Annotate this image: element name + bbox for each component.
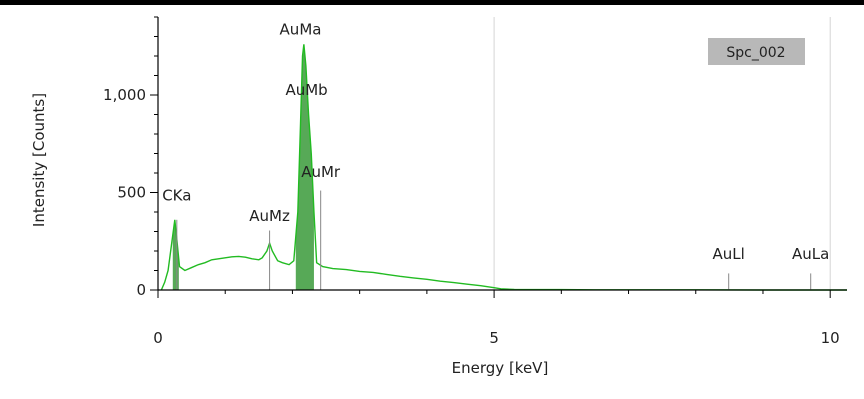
peak-markers [176, 190, 812, 290]
y-axis-title: Intensity [Counts] [30, 93, 48, 227]
y-tick-label-0: 0 [136, 281, 146, 299]
top-border [0, 0, 864, 5]
x-tick-label-0: 0 [153, 329, 163, 347]
peak-label-aula: AuLa [792, 245, 829, 263]
peak-label-aumz: AuMz [249, 207, 290, 225]
peak-label-auma: AuMa [280, 21, 322, 39]
peak-label-cka: CKa [162, 186, 191, 204]
grid [493, 17, 831, 290]
legend-box [708, 38, 805, 65]
x-tick-label-5: 5 [489, 329, 499, 347]
peak-label-aumb: AuMb [285, 81, 327, 99]
peak-label-aumr: AuMr [301, 163, 341, 181]
spectrum-line [160, 44, 847, 291]
peak-label-aull: AuLl [713, 245, 745, 263]
axes: 0 500 1,000 0 5 10 [103, 16, 847, 347]
legend: Spc_002 [708, 38, 805, 65]
y-tick-label-1000: 1,000 [103, 86, 146, 104]
x-axis-title: Energy [keV] [452, 359, 549, 377]
peak-labels: AuMa AuMb AuMr CKa AuMz AuLl AuLa [162, 21, 829, 263]
y-tick-label-500: 500 [117, 184, 146, 202]
x-tick-label-10: 10 [821, 329, 840, 347]
peak-region-1 [295, 44, 314, 290]
peak-shading [172, 44, 314, 290]
peak-region-0 [172, 219, 179, 290]
legend-label: Spc_002 [726, 45, 785, 61]
